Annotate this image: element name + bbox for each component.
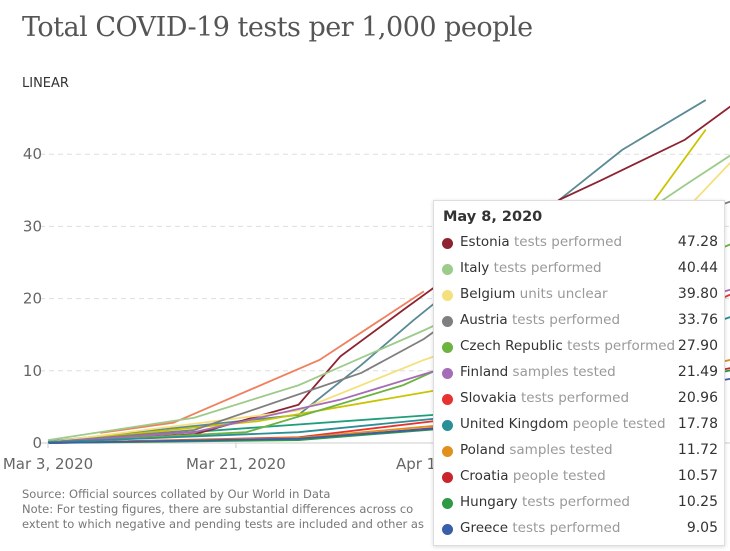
tooltip-row: Czech Republic tests performed 27.90	[442, 337, 718, 357]
country-name: Greece	[460, 520, 509, 536]
tooltip-row: Hungary tests performed 10.25	[442, 493, 718, 513]
tooltip-row: Croatia people tested 10.57	[442, 467, 718, 487]
tooltip-row: Austria tests performed 33.76	[442, 311, 718, 331]
series-line-estonia[interactable]	[47, 102, 730, 444]
tooltip-value: 21.49	[677, 364, 718, 380]
legend-dot-icon	[442, 342, 453, 353]
legend-dot-icon	[442, 420, 453, 431]
tooltip-date: May 8, 2020	[443, 209, 543, 225]
legend-dot-icon	[442, 446, 453, 457]
tooltip-country: United Kingdom people tested	[460, 416, 666, 432]
tooltip-value: 9.05	[686, 520, 718, 536]
y-tick-label: 0	[32, 434, 42, 452]
country-name: Poland	[460, 442, 506, 458]
tooltip-country: Hungary tests performed	[460, 494, 630, 510]
scale-toggle-button[interactable]: LINEAR	[22, 76, 69, 91]
tooltip-value: 39.80	[677, 286, 718, 302]
y-tick-label: 30	[23, 217, 42, 235]
tooltip-value: 40.44	[677, 260, 718, 276]
tooltip-value: 27.90	[677, 338, 718, 354]
tooltip-country: Slovakia tests performed	[460, 390, 629, 406]
country-name: Hungary	[460, 494, 518, 510]
tooltip-value: 20.96	[677, 390, 718, 406]
country-name: United Kingdom	[460, 416, 569, 432]
source-note: Source: Official sources collated by Our…	[22, 487, 722, 532]
legend-dot-icon	[442, 290, 453, 301]
unit-label: units unclear	[519, 286, 608, 302]
tooltip-country: Poland samples tested	[460, 442, 613, 458]
tooltip-value: 47.28	[677, 234, 718, 250]
unit-label: people tested	[572, 416, 666, 432]
unit-label: samples tested	[512, 364, 616, 380]
tooltip-country: Austria tests performed	[460, 312, 620, 328]
tooltip-value: 10.25	[677, 494, 718, 510]
y-tick-label: 20	[23, 290, 42, 308]
tooltip-row: United Kingdom people tested 17.78	[442, 415, 718, 435]
tooltip-country: Italy tests performed	[460, 260, 602, 276]
unit-label: tests performed	[567, 338, 676, 354]
tooltip-row: Belgium units unclear 39.80	[442, 285, 718, 305]
y-tick-label: 40	[23, 145, 42, 163]
tooltip-value: 33.76	[677, 312, 718, 328]
source-text: Source: Official sources collated by Our…	[22, 487, 331, 501]
unit-label: tests performed	[512, 312, 621, 328]
tooltip-country: Greece tests performed	[460, 520, 620, 536]
unit-label: tests performed	[493, 260, 602, 276]
note-line-1: Note: For testing figures, there are sub…	[22, 502, 414, 516]
unit-label: tests performed	[520, 390, 630, 406]
legend-dot-icon	[442, 498, 453, 509]
tooltip-row: Estonia tests performed 47.28	[442, 233, 718, 253]
country-name: Estonia	[460, 234, 510, 250]
tooltip-country: Croatia people tested	[460, 468, 606, 484]
series-line-italy[interactable]	[47, 151, 730, 442]
country-name: Finland	[460, 364, 509, 380]
tooltip-row: Slovakia tests performed 20.96	[442, 389, 718, 409]
legend-dot-icon	[442, 264, 453, 275]
legend-dot-icon	[442, 394, 453, 405]
tooltip-value: 10.57	[677, 468, 718, 484]
legend-dot-icon	[442, 368, 453, 379]
tooltip-value: 11.72	[677, 442, 718, 458]
tooltip-row: Greece tests performed 9.05	[442, 519, 718, 539]
hover-tooltip: May 8, 2020 Estonia tests performed 47.2…	[433, 200, 725, 546]
unit-label: tests performed	[512, 520, 621, 536]
note-line-2: extent to which negative and pending tes…	[22, 517, 424, 531]
series-line-unnamed-2[interactable]	[100, 290, 425, 434]
tooltip-row: Italy tests performed 40.44	[442, 259, 718, 279]
country-name: Croatia	[460, 468, 509, 484]
x-tick-label: Mar 21, 2020	[186, 455, 286, 473]
country-name: Slovakia	[460, 390, 517, 406]
tooltip-country: Belgium units unclear	[460, 286, 608, 302]
y-tick-label: 10	[23, 362, 42, 380]
country-name: Czech Republic	[460, 338, 563, 354]
tooltip-country: Finland samples tested	[460, 364, 616, 380]
unit-label: samples tested	[509, 442, 613, 458]
legend-dot-icon	[442, 524, 453, 535]
tooltip-row: Poland samples tested 11.72	[442, 441, 718, 461]
tooltip-country: Estonia tests performed	[460, 234, 622, 250]
tooltip-value: 17.78	[677, 416, 718, 432]
legend-dot-icon	[442, 316, 453, 327]
legend-dot-icon	[442, 238, 453, 249]
country-name: Italy	[460, 260, 490, 276]
x-tick-label: Mar 3, 2020	[3, 455, 93, 473]
unit-label: people tested	[512, 468, 606, 484]
country-name: Austria	[460, 312, 508, 328]
tooltip-row: Finland samples tested 21.49	[442, 363, 718, 383]
country-name: Belgium	[460, 286, 516, 302]
tooltip-country: Czech Republic tests performed	[460, 338, 675, 354]
chart-title: Total COVID-19 tests per 1,000 people	[22, 12, 533, 43]
legend-dot-icon	[442, 472, 453, 483]
unit-label: tests performed	[521, 494, 630, 510]
unit-label: tests performed	[514, 234, 623, 250]
